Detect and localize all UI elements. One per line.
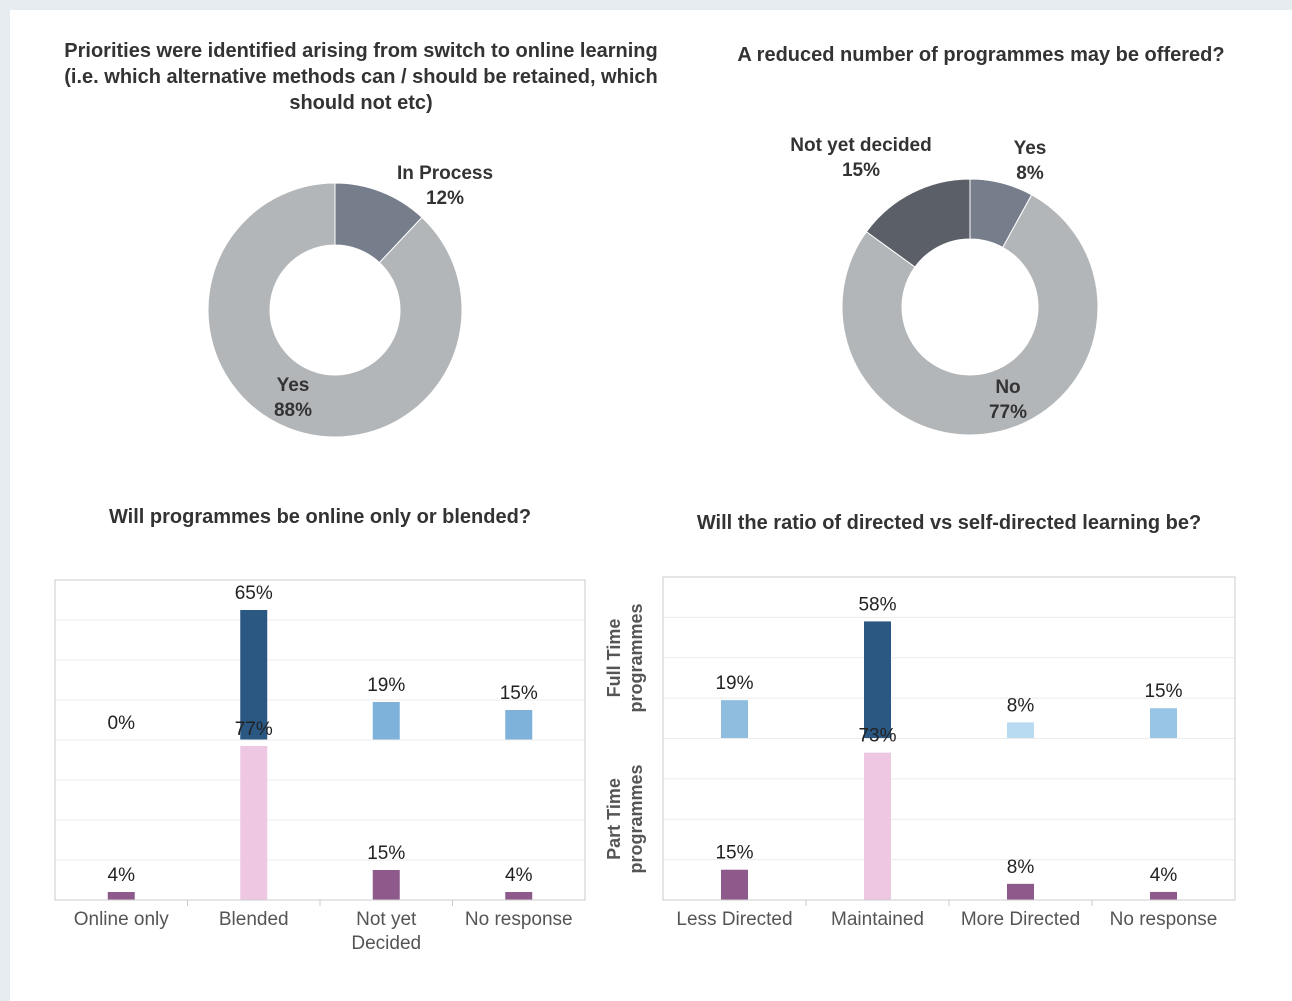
slice-value-label: 88% — [274, 400, 312, 421]
bar-value-label: 0% — [108, 713, 136, 734]
bar-value-label: 15% — [715, 843, 753, 864]
chart-title: Will the ratio of directed vs self-direc… — [696, 512, 1202, 534]
x-tick-label: No response — [464, 909, 573, 930]
bar — [864, 621, 891, 739]
bar — [240, 610, 268, 740]
bar-value-label: 65% — [235, 583, 273, 604]
bar-value-label: 15% — [367, 843, 405, 864]
slice-value-label: 77% — [989, 402, 1027, 423]
slice-label: No — [995, 377, 1020, 398]
x-tick-label: Online only — [73, 909, 169, 930]
x-tick-label: Less Directed — [676, 909, 793, 930]
x-tick-label: Maintained — [831, 909, 924, 930]
slice-label: Yes — [1014, 138, 1047, 159]
bar-value-label: 15% — [500, 683, 538, 704]
bar — [721, 869, 748, 900]
bar — [864, 752, 891, 900]
x-tick-label: No response — [1109, 909, 1218, 930]
facet-label: Part Time programmes — [604, 764, 646, 874]
dashboard-panel — [10, 10, 1292, 1001]
chart-title: A reduced number of programmes may be of… — [737, 44, 1225, 66]
slice-label: Not yet decided — [790, 135, 931, 156]
slice-value-label: 8% — [1016, 163, 1044, 184]
bar-value-label: 8% — [1007, 695, 1035, 716]
bar-value-label: 4% — [505, 865, 533, 886]
bar-value-label: 4% — [108, 865, 136, 886]
slice-label: Yes — [277, 375, 310, 396]
bar — [1007, 883, 1034, 900]
slice-value-label: 12% — [426, 188, 464, 209]
bar — [372, 702, 400, 740]
bar — [240, 746, 268, 900]
bar-value-label: 19% — [715, 673, 753, 694]
bar-value-label: 4% — [1150, 865, 1178, 886]
x-tick-label: More Directed — [960, 909, 1081, 930]
bar — [505, 892, 533, 900]
bar — [372, 870, 400, 900]
bar — [1150, 891, 1177, 900]
bar-value-label: 15% — [1144, 681, 1182, 702]
bar — [1007, 722, 1034, 739]
donut-slice — [841, 194, 1099, 436]
slice-value-label: 15% — [842, 160, 880, 181]
bar-value-label: 19% — [367, 675, 405, 696]
bar — [505, 710, 533, 740]
slice-label: In Process — [397, 163, 493, 184]
chart-title: Priorities were identified arising from … — [64, 40, 658, 114]
x-tick-label: Blended — [218, 909, 289, 930]
donut-slice — [207, 182, 463, 438]
bar — [721, 700, 748, 739]
bar-value-label: 8% — [1007, 857, 1035, 878]
x-tick-label: Not yet Decided — [351, 909, 422, 954]
chart-title: Will programmes be online only or blende… — [108, 506, 532, 528]
donut-slice — [865, 178, 971, 268]
facet-label: Full Time programmes — [604, 603, 646, 713]
bar — [107, 892, 135, 900]
bar-value-label: 77% — [235, 719, 273, 740]
bar-value-label: 58% — [858, 594, 896, 615]
bar — [1150, 708, 1177, 739]
bar-value-label: 73% — [858, 726, 896, 747]
